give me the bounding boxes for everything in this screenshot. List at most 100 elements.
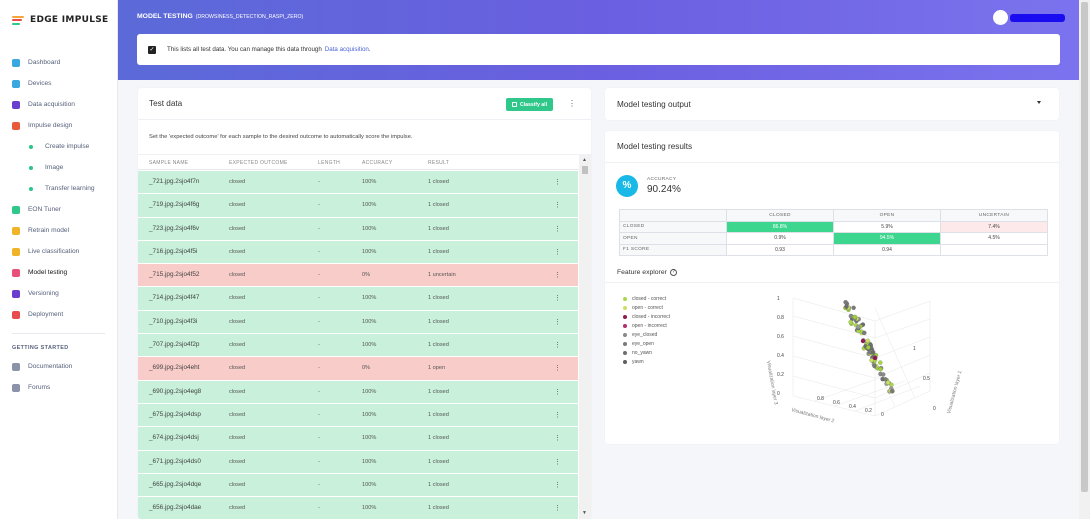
sidebar-item-devices[interactable]: Devices xyxy=(0,73,117,94)
sidebar-item-forums[interactable]: Forums xyxy=(0,377,117,398)
scatter-point[interactable] xyxy=(866,345,871,350)
table-row[interactable]: _721.jpg.2sjo4f7n closed - 100% 1 closed ⋮ xyxy=(138,171,578,195)
scatter-point[interactable] xyxy=(872,363,877,369)
scroll-up-icon[interactable]: ▲ xyxy=(582,157,587,163)
sidebar-item-live-classification[interactable]: Live classification xyxy=(0,241,117,262)
row-menu-icon[interactable]: ⋮ xyxy=(554,342,561,350)
legend-item[interactable]: open - correct xyxy=(623,303,670,312)
legend-item[interactable]: closed - incorrect xyxy=(623,312,670,321)
table-row[interactable]: _723.jpg.2sjo4f6v closed - 100% 1 closed ⋮ xyxy=(138,217,578,241)
z-axis-ticks: 1 0.8 0.6 0.4 0.2 0 xyxy=(777,296,784,397)
page-scroll-thumb[interactable] xyxy=(1081,2,1088,492)
sidebar-item-dashboard[interactable]: Dashboard xyxy=(0,52,117,73)
sidebar-item-data-acquisition[interactable]: Data acquisition xyxy=(0,94,117,115)
col-result[interactable]: RESULT xyxy=(428,160,450,166)
table-row[interactable]: _699.jpg.2sjo4eht closed - 0% 1 open ⋮ xyxy=(138,357,578,381)
model-testing-output-card[interactable]: Model testing output xyxy=(605,88,1059,120)
sidebar-item-eon-tuner[interactable]: EON Tuner xyxy=(0,199,117,220)
chevron-down-icon[interactable] xyxy=(1037,101,1041,104)
scatter-point-incorrect[interactable] xyxy=(860,338,866,344)
legend-item[interactable]: yawn xyxy=(623,357,670,366)
scatter-point[interactable] xyxy=(880,372,886,377)
sidebar-item-image[interactable]: Image xyxy=(0,157,117,178)
row-menu-icon[interactable]: ⋮ xyxy=(554,295,561,303)
scatter-point-incorrect[interactable] xyxy=(872,355,878,361)
row-menu-icon[interactable]: ⋮ xyxy=(554,272,561,280)
user-menu[interactable] xyxy=(993,10,1065,25)
sidebar-item-impulse-design[interactable]: Impulse design xyxy=(0,115,117,136)
data-acquisition-link[interactable]: Data acquisition xyxy=(324,46,369,53)
row-menu-icon[interactable]: ⋮ xyxy=(554,411,561,419)
row-menu-icon[interactable]: ⋮ xyxy=(554,481,561,489)
scatter-point[interactable] xyxy=(865,338,871,344)
scatter-point[interactable] xyxy=(848,319,853,325)
more-options-icon[interactable]: ⋮ xyxy=(568,99,576,108)
row-menu-icon[interactable]: ⋮ xyxy=(554,225,561,233)
table-row[interactable]: _710.jpg.2sjo4f3i closed - 100% 1 closed ⋮ xyxy=(138,310,578,335)
cell-sample-name: _674.jpg.2sjo4dsj xyxy=(149,434,199,442)
table-scrollbar[interactable]: ▲ ▼ xyxy=(579,155,591,519)
row-menu-icon[interactable]: ⋮ xyxy=(554,202,561,210)
col-sample-name[interactable]: SAMPLE NAME xyxy=(149,160,189,166)
scatter-point[interactable] xyxy=(869,358,874,363)
legend-item[interactable]: open - incorrect xyxy=(623,321,670,330)
classify-all-button[interactable]: Classify all xyxy=(506,98,553,111)
col-length[interactable]: LENGTH xyxy=(318,160,341,166)
scroll-thumb[interactable] xyxy=(582,166,588,174)
sidebar-item-versioning[interactable]: Versioning xyxy=(0,283,117,304)
avatar[interactable] xyxy=(993,10,1008,25)
scatter-point[interactable] xyxy=(885,380,891,385)
row-menu-icon[interactable]: ⋮ xyxy=(554,365,561,373)
scatter-point[interactable] xyxy=(870,349,876,355)
col-expected-outcome[interactable]: EXPECTED OUTCOME xyxy=(229,160,288,166)
table-row[interactable]: _690.jpg.2sjo4eg8 closed - 100% 1 closed ⋮ xyxy=(138,380,578,404)
page-scrollbar[interactable] xyxy=(1079,0,1090,519)
table-row[interactable]: _716.jpg.2sjo4f5i closed - 100% 1 closed ⋮ xyxy=(138,240,578,265)
sidebar-item-model-testing[interactable]: Model testing xyxy=(0,262,117,283)
scatter-point[interactable] xyxy=(856,324,861,330)
row-menu-icon[interactable]: ⋮ xyxy=(554,435,561,443)
scatter-point[interactable] xyxy=(878,360,883,365)
col-accuracy[interactable]: ACCURACY xyxy=(362,160,393,166)
scatter-point[interactable] xyxy=(852,314,858,320)
legend-item[interactable]: eye_closed xyxy=(623,330,670,339)
eon-icon xyxy=(12,205,20,214)
scroll-down-icon[interactable]: ▼ xyxy=(582,510,587,516)
sidebar-item-transfer-learning[interactable]: Transfer learning xyxy=(0,178,117,199)
row-menu-icon[interactable]: ⋮ xyxy=(554,248,561,256)
sidebar-item-create-impulse[interactable]: Create impulse xyxy=(0,136,117,157)
legend-item[interactable]: eye_open xyxy=(623,339,670,348)
scatter-point[interactable] xyxy=(843,300,848,305)
cell-expected-outcome: closed xyxy=(229,388,246,395)
scatter-point[interactable] xyxy=(878,366,883,372)
row-menu-icon[interactable]: ⋮ xyxy=(554,458,561,466)
scatter-point[interactable] xyxy=(851,305,856,310)
table-row[interactable]: _674.jpg.2sjo4dsj closed - 100% 1 closed ⋮ xyxy=(138,427,578,451)
row-menu-icon[interactable]: ⋮ xyxy=(554,179,561,186)
table-row[interactable]: _715.jpg.2sjo4f52 closed - 0% 1 uncertain ⋮ xyxy=(138,264,578,288)
table-row[interactable]: _714.jpg.2sjo4f47 closed - 100% 1 closed ⋮ xyxy=(138,287,578,311)
table-row[interactable]: _671.jpg.2sjo4ds0 closed - 100% 1 closed ⋮ xyxy=(138,450,578,474)
classify-icon xyxy=(511,102,517,107)
scatter-point[interactable] xyxy=(889,388,895,394)
row-menu-icon[interactable]: ⋮ xyxy=(554,388,561,396)
sidebar-item-documentation[interactable]: Documentation xyxy=(0,356,117,377)
help-icon[interactable]: ? xyxy=(669,269,677,276)
legend-item[interactable]: closed - correct xyxy=(623,294,670,303)
row-menu-icon[interactable]: ⋮ xyxy=(554,505,561,513)
legend-item[interactable]: no_yawn xyxy=(623,348,670,357)
scatter-point[interactable] xyxy=(862,330,867,336)
sidebar-item-deployment[interactable]: Deployment xyxy=(0,304,117,325)
table-row[interactable]: _665.jpg.2sjo4dqe closed - 100% 1 closed ⋮ xyxy=(138,473,578,498)
scatter-point[interactable] xyxy=(883,377,888,382)
scatter-point[interactable] xyxy=(844,304,849,309)
scatter-point[interactable] xyxy=(889,382,894,387)
sidebar-item-retrain-model[interactable]: Retrain model xyxy=(0,220,117,241)
table-row[interactable]: _707.jpg.2sjo4f2p closed - 100% 1 closed ⋮ xyxy=(138,334,578,358)
brand-logo[interactable]: EDGE IMPULSE xyxy=(0,0,117,40)
table-row[interactable]: _675.jpg.2sjo4dsp closed - 100% 1 closed ⋮ xyxy=(138,403,578,428)
feature-explorer-plot[interactable]: 10.80.60.40.20 0.80.60.40.20 00.51 Visua… xyxy=(755,286,985,426)
row-menu-icon[interactable]: ⋮ xyxy=(554,318,561,326)
table-row[interactable]: _656.jpg.2sjo4dae closed - 100% 1 closed ⋮ xyxy=(138,497,578,519)
table-row[interactable]: _719.jpg.2sjo4f6g closed - 100% 1 closed ⋮ xyxy=(138,194,578,218)
